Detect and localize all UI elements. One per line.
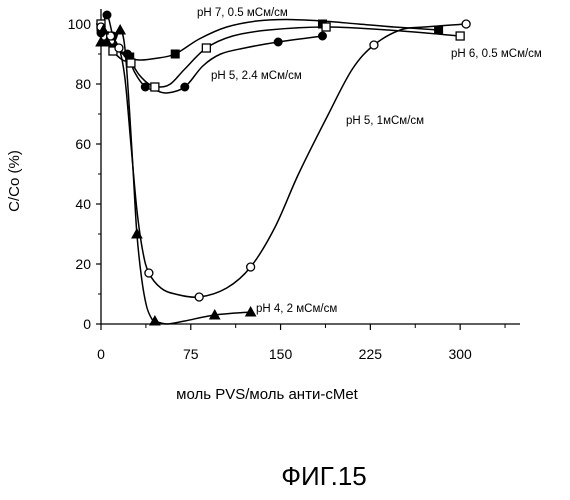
figure-caption: ФИГ.15: [281, 461, 367, 491]
series-curves: [101, 15, 466, 324]
data-point-s0-6: [435, 26, 443, 34]
data-point-s2-1: [103, 11, 111, 19]
data-point-s2-5: [181, 83, 189, 91]
data-point-s4-7: [246, 307, 256, 316]
data-point-s3-5: [247, 263, 255, 271]
y-tick-label: 100: [68, 16, 92, 32]
data-point-s0-4: [171, 50, 179, 58]
series-line-3: [101, 24, 466, 297]
series-label-ph5-1: pH 5, 1мСм/см: [346, 115, 424, 127]
y-tick-label: 40: [75, 196, 91, 212]
series-label-ph7: pH 7, 0.5 мСм/см: [197, 7, 288, 19]
data-point-s1-6: [322, 23, 330, 31]
data-point-s3-7: [462, 20, 470, 28]
data-point-s3-4: [195, 293, 203, 301]
y-tick-label: 20: [75, 256, 91, 272]
x-tick-label: 300: [448, 346, 472, 362]
data-point-s1-3: [127, 59, 135, 67]
data-point-s3-3: [145, 269, 153, 277]
series-label-ph6: pH 6, 0.5 мСм/см: [451, 48, 542, 60]
data-point-s2-7: [318, 32, 326, 40]
data-point-s1-5: [202, 44, 210, 52]
y-axis-title: C/Co (%): [6, 150, 23, 212]
y-tick-label: 0: [83, 316, 91, 332]
data-point-s2-4: [141, 83, 149, 91]
y-tick-label: 80: [75, 76, 91, 92]
x-tick-label: 75: [183, 346, 199, 362]
data-point-s2-3: [123, 50, 131, 58]
series-line-0: [101, 20, 439, 61]
data-point-s2-6: [274, 38, 282, 46]
series-label-ph4: pH 4, 2 мСм/см: [256, 303, 337, 315]
series-label-ph5-24: pH 5, 2.4 мСм/см: [211, 70, 302, 82]
data-point-s3-6: [370, 41, 378, 49]
data-point-s4-3: [115, 25, 125, 34]
data-point-s1-4: [151, 83, 159, 91]
x-tick-label: 225: [359, 346, 383, 362]
data-point-s3-2: [115, 44, 123, 52]
x-axis-title: моль PVS/моль анти-cMet: [176, 386, 359, 403]
x-tick-label: 0: [97, 346, 105, 362]
data-point-s1-7: [456, 32, 464, 40]
x-tick-label: 150: [269, 346, 293, 362]
y-tick-label: 60: [75, 136, 91, 152]
